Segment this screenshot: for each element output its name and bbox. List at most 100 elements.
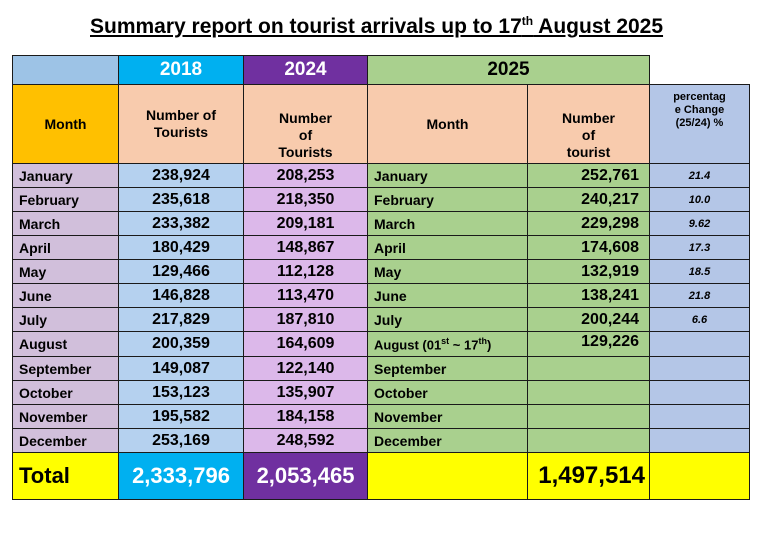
percent-change-cell: 21.8 bbox=[649, 283, 750, 308]
table-row: June 146,828 113,470 June 138,241 21.8 bbox=[12, 283, 750, 308]
value-2024-cell: 164,609 bbox=[243, 331, 368, 357]
percent-change-cell bbox=[649, 331, 750, 357]
table-row: February 235,618 218,350 February 240,217 10.… bbox=[12, 187, 750, 212]
percent-change-cell bbox=[649, 404, 750, 429]
table-row: July 217,829 187,810 July 200,244 6.6 bbox=[12, 307, 750, 332]
percent-change-cell: 21.4 bbox=[649, 163, 750, 188]
month-cell: November bbox=[12, 404, 119, 429]
value-2024-cell: 218,350 bbox=[243, 187, 368, 212]
month-2025-cell: March bbox=[367, 211, 528, 236]
month-cell: February bbox=[12, 187, 119, 212]
value-2025-cell: 132,919 bbox=[527, 259, 650, 284]
value-2025-cell bbox=[527, 380, 650, 405]
value-2018-cell: 253,169 bbox=[118, 428, 244, 453]
month-2025-cell: December bbox=[367, 428, 528, 453]
percent-change-cell bbox=[649, 428, 750, 453]
value-2024-cell: 122,140 bbox=[243, 356, 368, 381]
month-2025-cell: July bbox=[367, 307, 528, 332]
table-row: May 129,466 112,128 May 132,919 18.5 bbox=[12, 259, 750, 284]
value-2018-cell: 200,359 bbox=[118, 331, 244, 357]
value-2018-cell: 146,828 bbox=[118, 283, 244, 308]
value-2025-cell bbox=[527, 356, 650, 381]
year-header-2024: 2024 bbox=[243, 55, 368, 85]
year-header-2025: 2025 bbox=[367, 55, 650, 85]
month-2025-cell: October bbox=[367, 380, 528, 405]
value-2025-cell bbox=[527, 428, 650, 453]
total-2025: 1,497,514 bbox=[527, 452, 650, 500]
year-header-2018: 2018 bbox=[118, 55, 244, 85]
value-2024-cell: 148,867 bbox=[243, 235, 368, 260]
month-2025-cell: June bbox=[367, 283, 528, 308]
value-2018-cell: 180,429 bbox=[118, 235, 244, 260]
month-cell: June bbox=[12, 283, 119, 308]
total-month-blank bbox=[367, 452, 528, 500]
percent-change-cell: 10.0 bbox=[649, 187, 750, 212]
year-header-blank bbox=[12, 55, 119, 85]
value-2025-cell: 229,298 bbox=[527, 211, 650, 236]
header-month-2025: Month bbox=[367, 84, 528, 164]
value-2024-cell: 248,592 bbox=[243, 428, 368, 453]
value-2025-cell: 174,608 bbox=[527, 235, 650, 260]
header-month: Month bbox=[12, 84, 119, 164]
value-2018-cell: 195,582 bbox=[118, 404, 244, 429]
month-2025-cell: November bbox=[367, 404, 528, 429]
table-row: September 149,087 122,140 September bbox=[12, 356, 750, 381]
value-2018-cell: 233,382 bbox=[118, 211, 244, 236]
value-2024-cell: 112,128 bbox=[243, 259, 368, 284]
month-2025-cell: May bbox=[367, 259, 528, 284]
value-2018-cell: 217,829 bbox=[118, 307, 244, 332]
month-cell: December bbox=[12, 428, 119, 453]
month-2025-cell: April bbox=[367, 235, 528, 260]
value-2024-cell: 187,810 bbox=[243, 307, 368, 332]
value-2024-cell: 209,181 bbox=[243, 211, 368, 236]
table-row: December 253,169 248,592 December bbox=[12, 428, 750, 453]
month-cell: April bbox=[12, 235, 119, 260]
percent-change-cell: 9.62 bbox=[649, 211, 750, 236]
tourist-arrivals-table: 2018 2024 2025 Month Number of Tourists … bbox=[12, 55, 750, 500]
month-cell: May bbox=[12, 259, 119, 284]
total-row: Total 2,333,796 2,053,465 1,497,514 bbox=[12, 452, 750, 500]
month-2025-cell: February bbox=[367, 187, 528, 212]
value-2025-cell: 240,217 bbox=[527, 187, 650, 212]
month-cell: August bbox=[12, 331, 119, 357]
percent-change-cell bbox=[649, 380, 750, 405]
table-row: October 153,123 135,907 October bbox=[12, 380, 750, 405]
percent-change-cell bbox=[649, 356, 750, 381]
value-2025-cell: 252,761 bbox=[527, 163, 650, 188]
month-rows: January 238,924 208,253 January 252,761 21.4 F… bbox=[12, 163, 750, 453]
total-2024: 2,053,465 bbox=[243, 452, 368, 500]
value-2018-cell: 129,466 bbox=[118, 259, 244, 284]
month-2025-cell: August (01st ~ 17th) bbox=[367, 331, 528, 357]
value-2024-cell: 113,470 bbox=[243, 283, 368, 308]
value-2024-cell: 208,253 bbox=[243, 163, 368, 188]
table-row: August 200,359 164,609 August (01st ~ 17th)… bbox=[12, 331, 750, 357]
year-header-row: 2018 2024 2025 bbox=[12, 55, 750, 85]
month-cell: September bbox=[12, 356, 119, 381]
value-2024-cell: 184,158 bbox=[243, 404, 368, 429]
value-2018-cell: 235,618 bbox=[118, 187, 244, 212]
header-percentage-change: percentag e Change (25/24) % bbox=[649, 84, 750, 164]
month-cell: January bbox=[12, 163, 119, 188]
value-2018-cell: 153,123 bbox=[118, 380, 244, 405]
column-header-row: Month Number of Tourists Number of Tourist… bbox=[12, 84, 750, 164]
percent-change-cell: 17.3 bbox=[649, 235, 750, 260]
year-header-empty bbox=[649, 55, 750, 85]
table-row: January 238,924 208,253 January 252,761 21.4 bbox=[12, 163, 750, 188]
month-2025-cell: January bbox=[367, 163, 528, 188]
page-title: Summary report on tourist arrivals up to… bbox=[90, 14, 664, 38]
total-pct-blank bbox=[649, 452, 750, 500]
total-label: Total bbox=[12, 452, 119, 500]
table-row: April 180,429 148,867 April 174,608 17.3 bbox=[12, 235, 750, 260]
percent-change-cell: 18.5 bbox=[649, 259, 750, 284]
month-cell: March bbox=[12, 211, 119, 236]
value-2025-cell: 129,226 bbox=[527, 331, 650, 357]
percent-change-cell: 6.6 bbox=[649, 307, 750, 332]
header-tourists-2024: Number of Tourists bbox=[243, 84, 368, 164]
table-row: March 233,382 209,181 March 229,298 9.62 bbox=[12, 211, 750, 236]
value-2018-cell: 149,087 bbox=[118, 356, 244, 381]
value-2025-cell: 138,241 bbox=[527, 283, 650, 308]
month-cell: July bbox=[12, 307, 119, 332]
value-2018-cell: 238,924 bbox=[118, 163, 244, 188]
table-row: November 195,582 184,158 November bbox=[12, 404, 750, 429]
value-2024-cell: 135,907 bbox=[243, 380, 368, 405]
